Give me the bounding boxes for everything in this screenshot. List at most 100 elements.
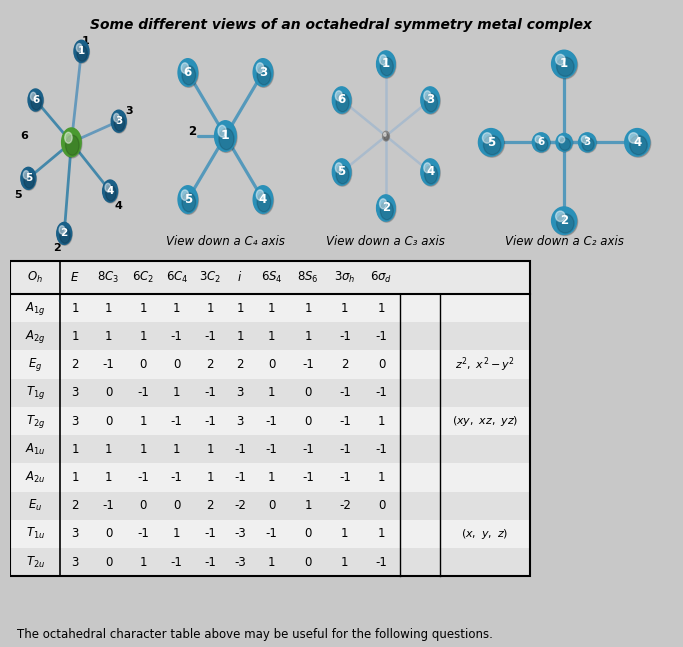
Circle shape bbox=[59, 226, 65, 234]
Text: -1: -1 bbox=[376, 330, 387, 343]
Circle shape bbox=[178, 59, 197, 86]
Text: 3: 3 bbox=[115, 116, 122, 126]
Circle shape bbox=[111, 110, 126, 132]
Circle shape bbox=[182, 193, 195, 212]
Text: $6C_4$: $6C_4$ bbox=[165, 270, 188, 285]
Text: 1: 1 bbox=[341, 527, 348, 540]
Text: $6C_2$: $6C_2$ bbox=[133, 270, 154, 285]
Circle shape bbox=[29, 90, 44, 112]
Text: 6: 6 bbox=[184, 66, 192, 79]
Text: 2: 2 bbox=[53, 243, 61, 253]
Text: -1: -1 bbox=[204, 527, 216, 540]
Text: 1: 1 bbox=[206, 302, 214, 314]
Circle shape bbox=[383, 132, 389, 141]
Circle shape bbox=[557, 57, 574, 76]
Circle shape bbox=[31, 94, 42, 110]
Text: 0: 0 bbox=[173, 499, 180, 512]
Text: 4: 4 bbox=[633, 136, 641, 149]
Text: $T_{2u}$: $T_{2u}$ bbox=[25, 554, 45, 569]
Text: 1: 1 bbox=[236, 330, 244, 343]
Text: -1: -1 bbox=[102, 499, 115, 512]
Text: 2: 2 bbox=[236, 358, 244, 371]
Text: 2: 2 bbox=[206, 499, 214, 512]
Text: -1: -1 bbox=[266, 443, 277, 455]
Text: 0: 0 bbox=[305, 556, 312, 569]
Text: -1: -1 bbox=[376, 386, 387, 399]
Circle shape bbox=[556, 133, 572, 151]
Text: -1: -1 bbox=[102, 358, 115, 371]
Circle shape bbox=[181, 190, 189, 201]
Text: -1: -1 bbox=[204, 415, 216, 428]
Circle shape bbox=[482, 133, 492, 143]
Bar bbox=[10, 492, 530, 520]
Circle shape bbox=[257, 193, 270, 212]
Text: 0: 0 bbox=[104, 415, 112, 428]
Text: 3: 3 bbox=[72, 386, 79, 399]
Circle shape bbox=[215, 122, 237, 153]
Text: 1: 1 bbox=[206, 471, 214, 484]
Bar bbox=[10, 261, 530, 576]
Text: $T_{2g}$: $T_{2g}$ bbox=[25, 413, 45, 430]
Circle shape bbox=[384, 134, 389, 140]
Text: -1: -1 bbox=[171, 415, 182, 428]
Text: 1: 1 bbox=[72, 443, 79, 455]
Text: -1: -1 bbox=[137, 471, 150, 484]
Text: 3: 3 bbox=[426, 93, 434, 107]
Circle shape bbox=[102, 180, 117, 202]
Circle shape bbox=[421, 159, 439, 185]
Text: -3: -3 bbox=[234, 527, 246, 540]
Text: 1: 1 bbox=[236, 302, 244, 314]
Text: -2: -2 bbox=[234, 499, 246, 512]
Text: -1: -1 bbox=[376, 556, 387, 569]
Circle shape bbox=[552, 207, 576, 234]
Text: 1: 1 bbox=[140, 443, 147, 455]
Text: $6S_4$: $6S_4$ bbox=[261, 270, 283, 285]
Circle shape bbox=[105, 183, 111, 192]
Circle shape bbox=[377, 196, 396, 222]
Circle shape bbox=[253, 59, 273, 86]
Text: -1: -1 bbox=[137, 527, 150, 540]
Circle shape bbox=[581, 136, 588, 143]
Circle shape bbox=[57, 223, 72, 245]
Circle shape bbox=[579, 133, 596, 152]
Text: 1: 1 bbox=[268, 556, 275, 569]
Text: -1: -1 bbox=[376, 443, 387, 455]
Text: -1: -1 bbox=[303, 471, 314, 484]
Text: View down a C₂ axis: View down a C₂ axis bbox=[505, 236, 624, 248]
Text: 1: 1 bbox=[378, 302, 385, 314]
Circle shape bbox=[219, 128, 234, 149]
Text: $(xy,\ xz,\ yz)$: $(xy,\ xz,\ yz)$ bbox=[451, 414, 518, 428]
Text: 1: 1 bbox=[173, 302, 180, 314]
Circle shape bbox=[555, 211, 565, 221]
Text: 3: 3 bbox=[236, 386, 244, 399]
Text: $T_{1u}$: $T_{1u}$ bbox=[25, 526, 45, 542]
Circle shape bbox=[625, 129, 650, 156]
Text: 2: 2 bbox=[72, 358, 79, 371]
Bar bbox=[10, 548, 530, 576]
Text: $A_{2u}$: $A_{2u}$ bbox=[25, 470, 46, 485]
Text: -2: -2 bbox=[339, 499, 351, 512]
Text: 0: 0 bbox=[140, 358, 147, 371]
Text: Some different views of an octahedral symmetry metal complex: Some different views of an octahedral sy… bbox=[91, 18, 592, 32]
Circle shape bbox=[28, 89, 43, 111]
Text: -1: -1 bbox=[303, 358, 314, 371]
Text: 3: 3 bbox=[125, 105, 133, 116]
Text: 3: 3 bbox=[72, 415, 79, 428]
Text: 0: 0 bbox=[378, 499, 385, 512]
Circle shape bbox=[23, 171, 29, 179]
Text: $i$: $i$ bbox=[238, 270, 242, 284]
Text: 1: 1 bbox=[173, 386, 180, 399]
Text: $A_{1g}$: $A_{1g}$ bbox=[25, 300, 46, 316]
Text: 1: 1 bbox=[206, 443, 214, 455]
Circle shape bbox=[376, 51, 395, 77]
Circle shape bbox=[630, 135, 647, 155]
Circle shape bbox=[76, 43, 82, 52]
Circle shape bbox=[254, 187, 273, 214]
Circle shape bbox=[333, 160, 352, 186]
Text: 1: 1 bbox=[378, 415, 385, 428]
Text: $3C_2$: $3C_2$ bbox=[199, 270, 221, 285]
Text: 1: 1 bbox=[560, 58, 568, 71]
Text: 1: 1 bbox=[78, 47, 85, 56]
Text: 1: 1 bbox=[268, 471, 275, 484]
Circle shape bbox=[336, 166, 349, 184]
